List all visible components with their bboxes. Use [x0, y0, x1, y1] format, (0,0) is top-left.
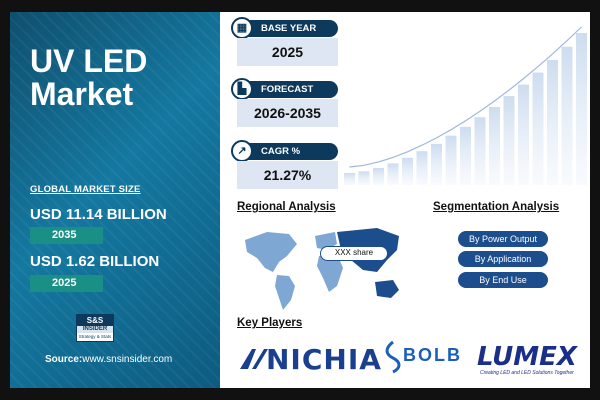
decor-bar	[532, 72, 544, 185]
segment-end-use[interactable]: By End Use	[458, 272, 548, 288]
south-america-shape	[275, 275, 295, 310]
market-year-2035: 2035	[30, 227, 103, 244]
decor-bar	[503, 96, 515, 185]
page-title: UV LED Market	[30, 45, 215, 111]
cagr-pill: ↗ CAGR %	[231, 140, 338, 162]
segment-power-output[interactable]: By Power Output	[458, 231, 548, 247]
decor-bar	[489, 107, 500, 185]
decor-bar	[576, 33, 587, 185]
forecast-year-pill: ▙ FORECAST YEAR	[231, 78, 338, 112]
logo-top: S&S	[77, 315, 113, 326]
base-year-pill: ▦ BASE YEAR	[231, 17, 338, 39]
source-label: Source:	[45, 354, 83, 365]
title-line-2: Market	[30, 76, 134, 112]
calendar-icon: ▦	[231, 17, 253, 39]
base-year-value: 2025	[237, 38, 338, 66]
left-panel	[10, 12, 220, 388]
africa-shape	[317, 254, 343, 292]
decor-bar	[402, 157, 413, 185]
decor-bar	[561, 46, 573, 186]
cagr-label: CAGR %	[261, 146, 301, 157]
source-url[interactable]: www.snsinsider.com	[82, 354, 173, 365]
key-players-heading: Key Players	[237, 317, 303, 329]
factory-icon: ▙	[231, 78, 253, 100]
decor-bar	[474, 117, 486, 185]
decor-bar	[547, 59, 558, 185]
bolb-logo-mark	[385, 340, 401, 374]
player-bolb: BOLB	[403, 345, 462, 365]
europe-shape	[315, 232, 337, 250]
forecast-year-value: 2026-2035	[237, 99, 338, 127]
decor-bar	[344, 173, 355, 185]
logo-bot: Strategy & Stats	[78, 334, 112, 339]
growth-bars-graphic	[344, 26, 587, 186]
decor-bar	[518, 84, 529, 185]
oceania-shape	[375, 280, 399, 298]
cagr-value: 21.27%	[237, 161, 338, 189]
map-share-label: XXX share	[320, 246, 388, 261]
decor-bar	[373, 167, 384, 185]
market-year-2025: 2025	[30, 275, 103, 292]
market-value-2025: USD 1.62 BILLION	[30, 253, 160, 270]
decor-bar	[416, 151, 428, 185]
source-line: Source:www.snsinsider.com	[45, 354, 172, 365]
logo-mid: INSIDER	[77, 326, 113, 333]
regional-analysis-heading: Regional Analysis	[237, 201, 336, 213]
market-value-2035: USD 11.14 BILLION	[30, 206, 167, 223]
player-nichia: NICHIA	[266, 343, 382, 376]
segment-application[interactable]: By Application	[458, 251, 548, 267]
segmentation-analysis-heading: Segmentation Analysis	[433, 201, 560, 213]
decor-bar	[460, 126, 471, 185]
market-size-label: GLOBAL MARKET SIZE	[30, 184, 141, 195]
decor-bar	[445, 135, 457, 185]
decor-bar	[358, 171, 370, 185]
nichia-logo-mark	[240, 349, 268, 369]
player-lumex: LUMEX	[477, 342, 577, 372]
sns-insider-logo: S&S INSIDER Strategy & Stats	[76, 314, 114, 342]
base-year-label: BASE YEAR	[261, 23, 317, 34]
decor-bar	[387, 163, 399, 185]
panel-texture	[10, 12, 220, 388]
title-line-1: UV LED	[30, 43, 148, 79]
growth-icon: ↗	[231, 140, 253, 162]
decor-bar	[431, 143, 442, 185]
world-map	[245, 228, 399, 310]
north-america-shape	[245, 232, 297, 272]
lumex-tagline: Creating LED and LED Solutions Together	[480, 370, 574, 376]
